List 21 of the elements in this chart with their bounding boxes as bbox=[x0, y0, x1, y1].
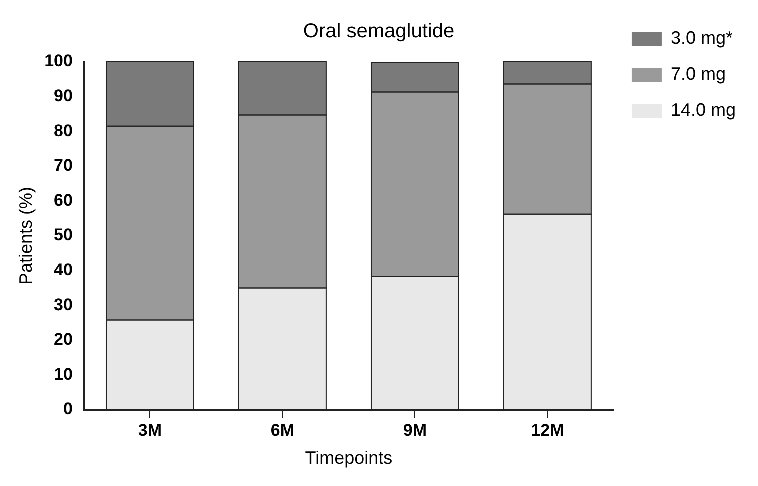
x-tick-label: 3M bbox=[138, 420, 162, 440]
x-tick-label: 9M bbox=[403, 420, 428, 440]
y-tick-label: 60 bbox=[54, 190, 73, 210]
y-tick-label: 30 bbox=[54, 295, 73, 314]
y-axis-title: Patients (%) bbox=[16, 186, 36, 286]
y-tick-label: 40 bbox=[54, 260, 73, 280]
legend-label: 3.0 mg* bbox=[670, 28, 734, 48]
y-tick-label: 20 bbox=[54, 330, 73, 350]
legend-label: 7.0 mg bbox=[670, 64, 726, 84]
y-tick-label: 90 bbox=[54, 86, 73, 106]
y-tick-label: 80 bbox=[54, 121, 73, 140]
y-tick-label: 0 bbox=[63, 400, 73, 419]
y-tick-label: 10 bbox=[54, 364, 73, 384]
legend-label: 14.0 mg bbox=[670, 100, 736, 120]
y-tick-label: 70 bbox=[54, 156, 73, 176]
x-tick-label: 6M bbox=[270, 420, 295, 440]
chart-title: Oral semaglutide bbox=[303, 20, 455, 43]
x-tick-label: 12M bbox=[531, 420, 564, 440]
x-axis-title: Timepoints bbox=[305, 448, 393, 468]
y-tick-label: 50 bbox=[54, 226, 73, 245]
y-tick-label: 100 bbox=[44, 52, 73, 71]
